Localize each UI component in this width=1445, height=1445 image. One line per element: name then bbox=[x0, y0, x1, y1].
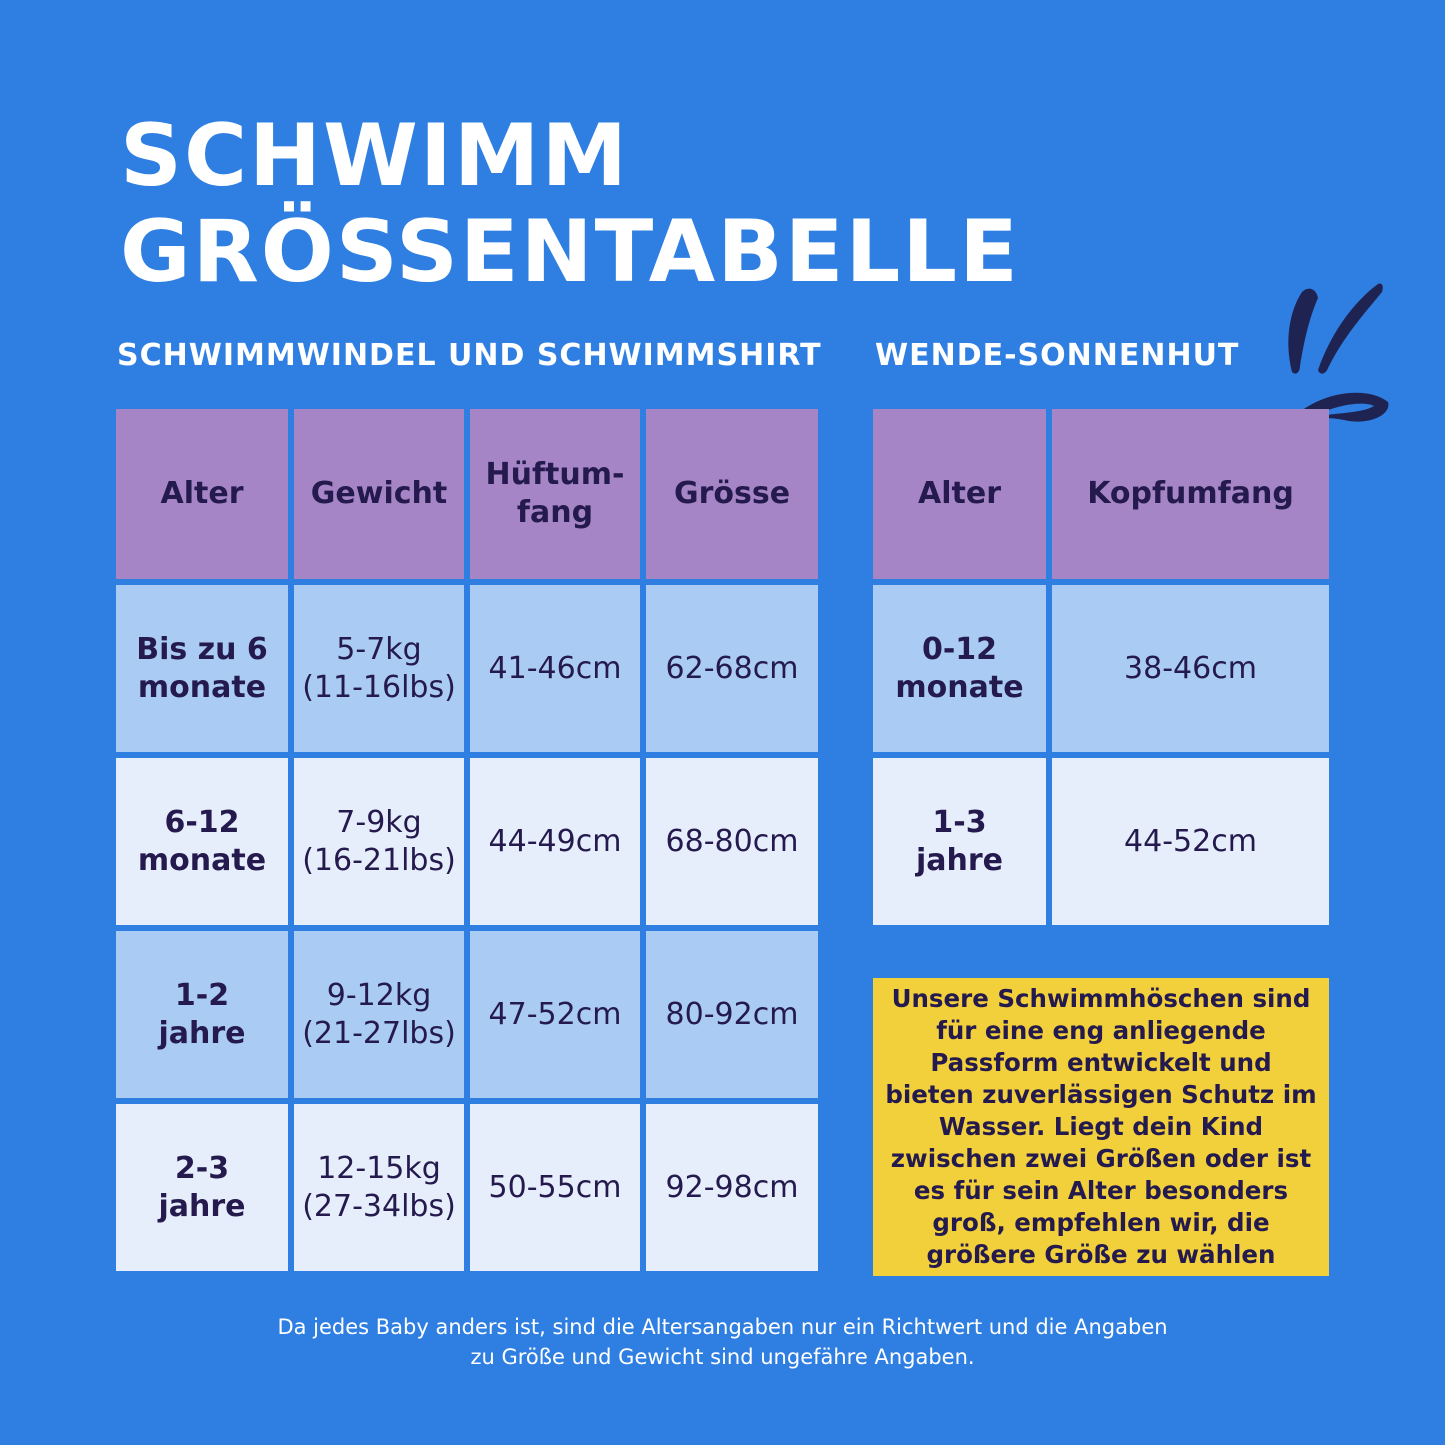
table-row: 2-3 jahre 12-15kg (27-34lbs) 50-55cm 92-… bbox=[116, 1104, 818, 1271]
table-header-row: Alter Gewicht Hüftum- fang Grösse bbox=[116, 409, 818, 579]
age-cell: 1-3 jahre bbox=[873, 758, 1046, 925]
table-header-row: Alter Kopfumfang bbox=[873, 409, 1329, 579]
column-header-weight: Gewicht bbox=[294, 409, 464, 579]
left-section-heading: SCHWIMMWINDEL UND SCHWIMMSHIRT bbox=[117, 338, 822, 373]
column-header-size: Grösse bbox=[646, 409, 818, 579]
page-title: SCHWIMM GRÖSSENTABELLE bbox=[120, 108, 1020, 300]
column-header-age: Alter bbox=[116, 409, 288, 579]
head-cell: 44-52cm bbox=[1052, 758, 1329, 925]
size-cell: 80-92cm bbox=[646, 931, 818, 1098]
age-cell: Bis zu 6 monate bbox=[116, 585, 288, 752]
weight-cell: 7-9kg (16-21lbs) bbox=[294, 758, 464, 925]
size-cell: 68-80cm bbox=[646, 758, 818, 925]
hip-cell: 44-49cm bbox=[470, 758, 640, 925]
table-row: 0-12 monate 38-46cm bbox=[873, 585, 1329, 752]
column-header-hip: Hüftum- fang bbox=[470, 409, 640, 579]
hip-cell: 47-52cm bbox=[470, 931, 640, 1098]
head-cell: 38-46cm bbox=[1052, 585, 1329, 752]
weight-cell: 12-15kg (27-34lbs) bbox=[294, 1104, 464, 1271]
age-cell: 1-2 jahre bbox=[116, 931, 288, 1098]
column-header-age: Alter bbox=[873, 409, 1046, 579]
column-header-head: Kopfumfang bbox=[1052, 409, 1329, 579]
footer-line-1: Da jedes Baby anders ist, sind die Alter… bbox=[277, 1315, 1168, 1339]
table-row: Bis zu 6 monate 5-7kg (11-16lbs) 41-46cm… bbox=[116, 585, 818, 752]
swim-size-table: Alter Gewicht Hüftum- fang Grösse Bis zu… bbox=[110, 403, 824, 1277]
table-row: 6-12 monate 7-9kg (16-21lbs) 44-49cm 68-… bbox=[116, 758, 818, 925]
size-cell: 62-68cm bbox=[646, 585, 818, 752]
sunhat-size-table: Alter Kopfumfang 0-12 monate 38-46cm 1-3… bbox=[867, 403, 1335, 931]
age-cell: 2-3 jahre bbox=[116, 1104, 288, 1271]
right-section-heading: WENDE-SONNENHUT bbox=[875, 338, 1240, 373]
fit-note-text: Unsere Schwimmhöschen sind für eine eng … bbox=[885, 984, 1317, 1269]
footer-disclaimer: Da jedes Baby anders ist, sind die Alter… bbox=[0, 1312, 1445, 1372]
weight-cell: 9-12kg (21-27lbs) bbox=[294, 931, 464, 1098]
age-cell: 0-12 monate bbox=[873, 585, 1046, 752]
hip-cell: 50-55cm bbox=[470, 1104, 640, 1271]
table-row: 1-3 jahre 44-52cm bbox=[873, 758, 1329, 925]
table-row: 1-2 jahre 9-12kg (21-27lbs) 47-52cm 80-9… bbox=[116, 931, 818, 1098]
hip-cell: 41-46cm bbox=[470, 585, 640, 752]
footer-line-2: zu Größe und Gewicht sind ungefähre Anga… bbox=[470, 1345, 975, 1369]
weight-cell: 5-7kg (11-16lbs) bbox=[294, 585, 464, 752]
age-cell: 6-12 monate bbox=[116, 758, 288, 925]
title-line-1: SCHWIMM bbox=[120, 106, 630, 206]
fit-note-box: Unsere Schwimmhöschen sind für eine eng … bbox=[873, 978, 1329, 1276]
title-line-2: GRÖSSENTABELLE bbox=[120, 202, 1020, 302]
size-cell: 92-98cm bbox=[646, 1104, 818, 1271]
